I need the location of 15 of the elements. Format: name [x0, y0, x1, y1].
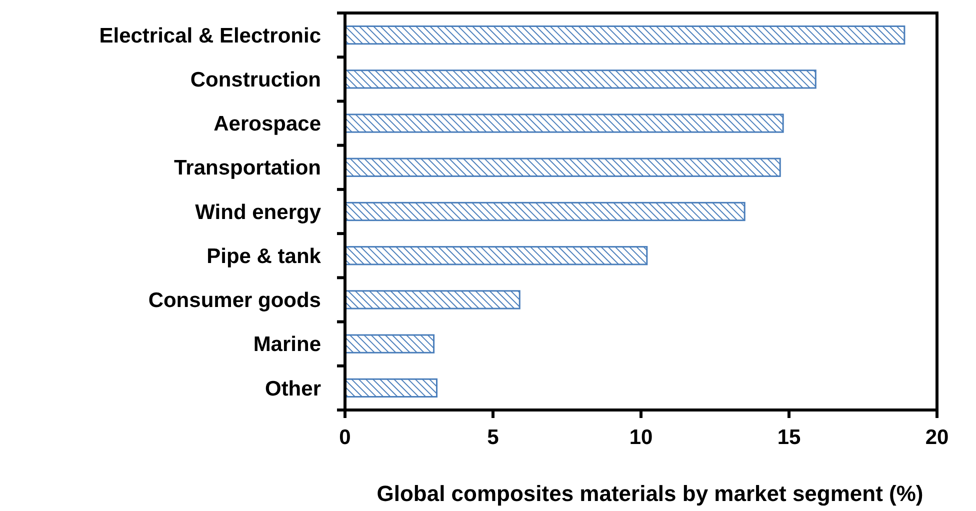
y-tick-label: Other	[264, 377, 321, 400]
x-tick-label: 20	[925, 426, 949, 449]
x-axis-title: Global composites materials by market segment (%)	[376, 481, 924, 506]
y-tick-label: Electrical & Electronic	[99, 24, 322, 48]
y-tick-label: Wind energy	[195, 200, 322, 224]
y-tick-label: Transportation	[174, 156, 321, 180]
y-tick-label: Consumer goods	[148, 289, 321, 312]
y-tick-label: Construction	[190, 68, 321, 92]
y-tick-label: Marine	[253, 333, 321, 356]
x-tick-label: 0	[339, 426, 351, 449]
x-tick-label: 10	[629, 426, 653, 449]
y-tick-label: Pipe & tank	[206, 244, 322, 268]
x-tick-label: 15	[777, 426, 801, 449]
x-tick-label: 5	[487, 426, 500, 449]
y-tick-label: Aerospace	[214, 112, 321, 136]
